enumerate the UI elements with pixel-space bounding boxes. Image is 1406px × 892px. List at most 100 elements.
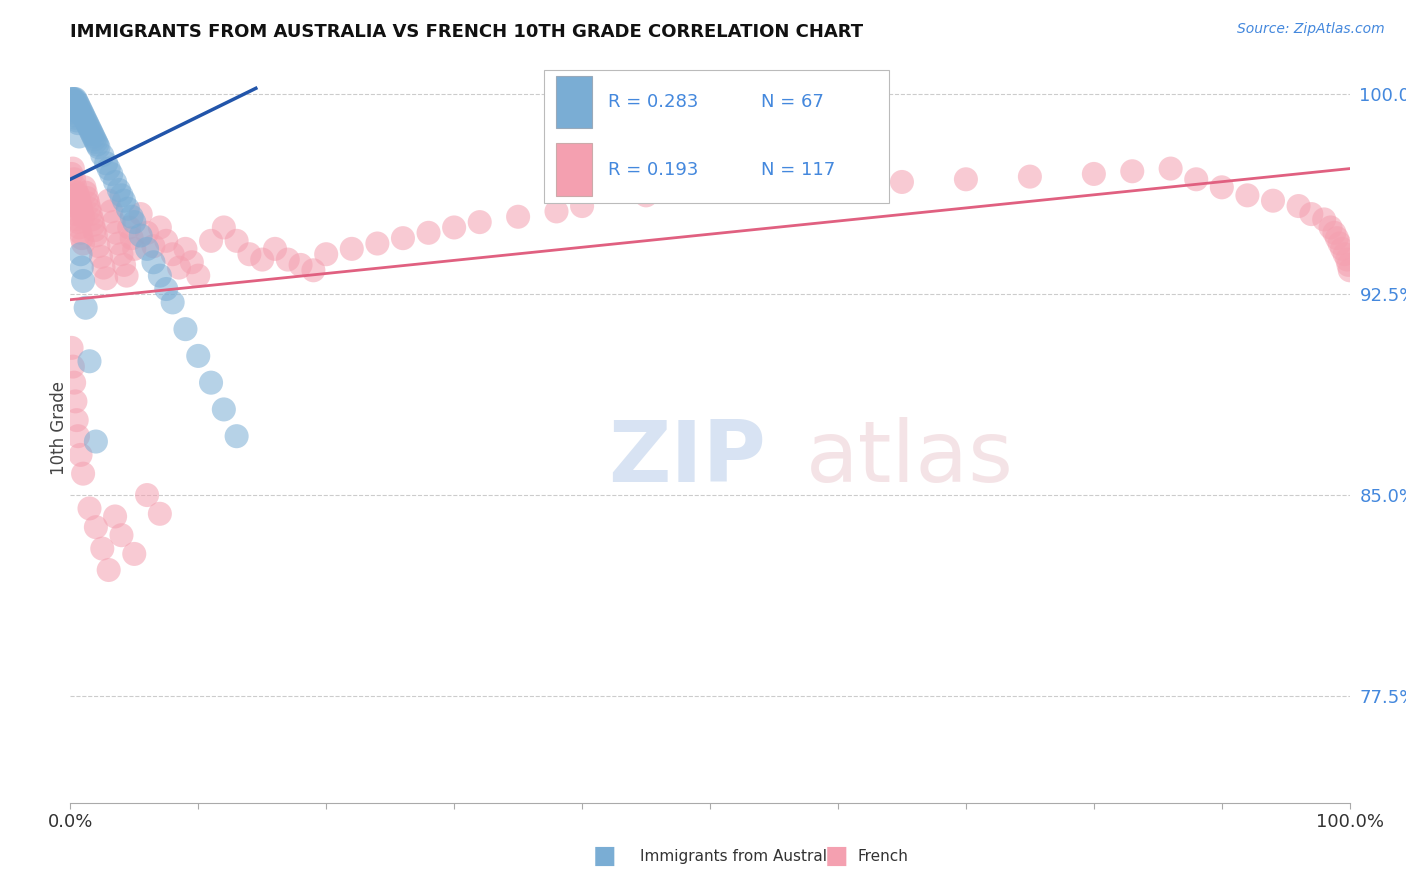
- Point: [1329, 236, 1351, 251]
- Point: [1319, 220, 1341, 235]
- Point: [136, 242, 159, 256]
- Point: [187, 349, 209, 363]
- Point: [468, 215, 491, 229]
- Point: [112, 258, 135, 272]
- Point: [67, 105, 90, 120]
- Point: [763, 180, 786, 194]
- Point: [1261, 194, 1284, 208]
- Point: [97, 161, 120, 176]
- FancyBboxPatch shape: [544, 70, 889, 203]
- Point: [571, 199, 593, 213]
- Point: [65, 180, 87, 194]
- Point: [82, 129, 104, 144]
- Point: [65, 207, 87, 221]
- Point: [66, 95, 89, 109]
- Point: [66, 212, 89, 227]
- Point: [66, 429, 89, 443]
- Point: [1337, 258, 1360, 272]
- Point: [315, 247, 337, 261]
- Point: [121, 231, 143, 245]
- Point: [80, 124, 103, 138]
- Point: [67, 129, 90, 144]
- Point: [84, 228, 107, 243]
- Point: [77, 196, 100, 211]
- Point: [60, 103, 83, 117]
- Point: [84, 135, 107, 149]
- Point: [72, 467, 94, 481]
- Text: N = 117: N = 117: [761, 161, 835, 178]
- Point: [97, 563, 120, 577]
- Point: [62, 359, 84, 374]
- Text: ■: ■: [825, 845, 848, 868]
- Point: [180, 255, 202, 269]
- Point: [66, 215, 89, 229]
- Point: [79, 121, 101, 136]
- Point: [104, 175, 127, 189]
- Text: French: French: [858, 849, 908, 863]
- Point: [65, 394, 87, 409]
- Point: [1301, 207, 1323, 221]
- Text: ■: ■: [593, 845, 616, 868]
- Point: [70, 105, 93, 120]
- Point: [167, 260, 190, 275]
- Text: atlas: atlas: [806, 417, 1014, 500]
- Point: [149, 268, 172, 283]
- Point: [1018, 169, 1040, 184]
- Point: [149, 507, 172, 521]
- Point: [66, 116, 89, 130]
- Point: [100, 167, 122, 181]
- Point: [60, 341, 83, 355]
- Point: [62, 188, 84, 202]
- Point: [129, 228, 152, 243]
- Point: [121, 210, 143, 224]
- Point: [70, 260, 93, 275]
- Point: [124, 547, 146, 561]
- Point: [83, 223, 105, 237]
- Y-axis label: 10th Grade: 10th Grade: [51, 381, 67, 475]
- Point: [69, 448, 91, 462]
- Point: [103, 215, 125, 229]
- Point: [76, 191, 98, 205]
- Point: [174, 242, 197, 256]
- Point: [366, 236, 388, 251]
- Point: [72, 236, 94, 251]
- Point: [76, 116, 98, 130]
- Point: [69, 103, 91, 117]
- Text: R = 0.283: R = 0.283: [607, 94, 697, 112]
- Point: [66, 186, 89, 200]
- Point: [290, 258, 312, 272]
- Point: [1313, 212, 1336, 227]
- Point: [63, 95, 86, 109]
- Point: [82, 218, 104, 232]
- Point: [75, 113, 97, 128]
- Text: N = 67: N = 67: [761, 94, 824, 112]
- Point: [65, 97, 87, 112]
- Point: [302, 263, 325, 277]
- Point: [200, 234, 222, 248]
- Point: [66, 413, 89, 427]
- Point: [392, 231, 415, 245]
- Point: [636, 188, 658, 202]
- Point: [72, 210, 94, 224]
- Point: [73, 111, 96, 125]
- Point: [1211, 180, 1233, 194]
- Point: [108, 183, 131, 197]
- Point: [149, 220, 172, 235]
- Point: [1339, 263, 1361, 277]
- Point: [84, 520, 107, 534]
- Point: [77, 119, 100, 133]
- Point: [94, 271, 117, 285]
- Point: [110, 188, 132, 202]
- Point: [1326, 231, 1348, 245]
- Point: [63, 172, 86, 186]
- Point: [65, 92, 87, 106]
- Point: [340, 242, 363, 256]
- Point: [65, 111, 87, 125]
- Point: [124, 242, 146, 256]
- Point: [142, 255, 165, 269]
- Point: [73, 180, 96, 194]
- Bar: [557, 76, 592, 128]
- Point: [212, 220, 235, 235]
- Point: [79, 354, 101, 368]
- Point: [93, 260, 115, 275]
